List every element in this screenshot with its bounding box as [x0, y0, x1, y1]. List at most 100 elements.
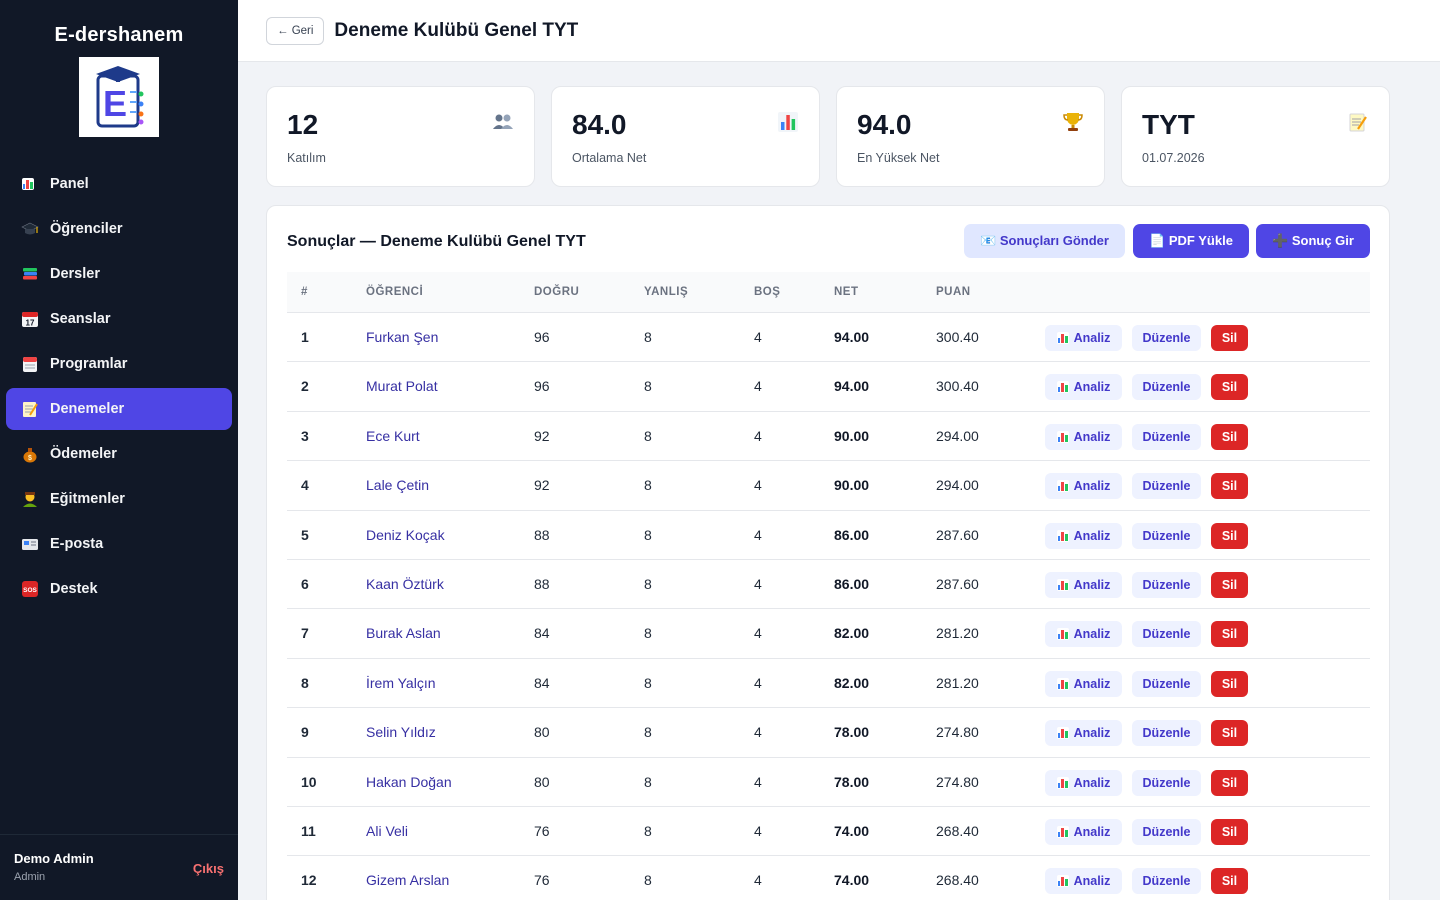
graduation-cap-icon	[21, 220, 39, 238]
delete-button[interactable]: Sil	[1211, 720, 1248, 747]
edit-button[interactable]: Düzenle	[1132, 670, 1201, 697]
svg-text:17: 17	[26, 319, 35, 328]
student-name-link[interactable]: Hakan Doğan	[366, 773, 452, 790]
back-button[interactable]: ← Geri	[266, 16, 325, 45]
svg-text:$: $	[28, 455, 32, 462]
student-name-link[interactable]: Lale Çetin	[366, 477, 430, 494]
correct-count: 92	[534, 427, 550, 444]
correct-count: 80	[534, 724, 550, 741]
edit-button[interactable]: Düzenle	[1132, 522, 1201, 549]
edit-button[interactable]: Düzenle	[1132, 325, 1201, 351]
edit-button[interactable]: Düzenle	[1132, 571, 1201, 598]
wrong-count: 8	[644, 625, 652, 642]
edit-button[interactable]: Düzenle	[1132, 621, 1201, 648]
sidebar-item-payments[interactable]: $ Ödemeler	[6, 433, 232, 475]
analyze-button[interactable]: Analiz	[1045, 818, 1122, 845]
analyze-button[interactable]: Analiz	[1045, 522, 1122, 549]
sidebar-item-instructors[interactable]: Eğitmenler	[6, 478, 232, 520]
upload-pdf-button[interactable]: 📄 PDF Yükle	[1133, 224, 1249, 258]
analyze-button[interactable]: Analiz	[1045, 325, 1122, 351]
student-name-link[interactable]: İrem Yalçın	[366, 674, 436, 691]
delete-button[interactable]: Sil	[1211, 325, 1248, 351]
analyze-button[interactable]: Analiz	[1045, 720, 1122, 747]
stat-value: 84.0	[572, 109, 627, 140]
correct-count: 88	[534, 526, 550, 543]
delete-button[interactable]: Sil	[1211, 473, 1248, 500]
bar-chart-icon	[1056, 529, 1069, 542]
sidebar-item-students[interactable]: Öğrenciler	[6, 208, 232, 250]
sidebar-item-exams[interactable]: Denemeler	[6, 388, 232, 430]
delete-button[interactable]: Sil	[1211, 868, 1248, 895]
student-name-link[interactable]: Murat Polat	[366, 378, 438, 395]
score-value: 274.80	[936, 724, 979, 741]
edit-button[interactable]: Düzenle	[1132, 769, 1201, 796]
edit-button[interactable]: Düzenle	[1132, 374, 1201, 401]
money-bag-icon: $	[21, 445, 39, 463]
row-index: 1	[301, 329, 309, 345]
score-value: 294.00	[936, 427, 979, 444]
student-name-link[interactable]: Kaan Öztürk	[366, 575, 444, 592]
net-value: 82.00	[834, 674, 870, 691]
analyze-button[interactable]: Analiz	[1045, 571, 1122, 598]
analyze-button[interactable]: Analiz	[1045, 670, 1122, 697]
analyze-label: Analiz	[1073, 824, 1111, 839]
student-name-link[interactable]: Deniz Koçak	[366, 526, 445, 543]
blank-count: 4	[754, 724, 762, 741]
enter-result-button[interactable]: ➕ Sonuç Gir	[1256, 224, 1370, 258]
analyze-label: Analiz	[1073, 775, 1111, 790]
table-row: 5 Deniz Koçak 88 8 4 86.00 287.60 Analiz…	[287, 511, 1370, 560]
sidebar-item-label: Seanslar	[50, 311, 111, 327]
delete-button[interactable]: Sil	[1211, 621, 1248, 648]
score-value: 294.00	[936, 477, 979, 494]
books-icon	[21, 265, 39, 283]
sidebar-item-panel[interactable]: Panel	[6, 163, 232, 205]
wrong-count: 8	[644, 773, 652, 790]
row-index: 6	[301, 575, 309, 592]
send-results-button[interactable]: 📧 Sonuçları Gönder	[964, 224, 1125, 258]
sidebar-item-email[interactable]: E-posta	[6, 523, 232, 565]
analyze-button[interactable]: Analiz	[1045, 423, 1122, 450]
edit-button[interactable]: Düzenle	[1132, 423, 1201, 450]
row-index: 3	[301, 427, 309, 444]
net-value: 90.00	[834, 427, 870, 444]
sidebar-item-programs[interactable]: Programlar	[6, 343, 232, 385]
analyze-button[interactable]: Analiz	[1045, 374, 1122, 401]
analyze-button[interactable]: Analiz	[1045, 868, 1122, 895]
net-value: 90.00	[834, 477, 870, 494]
sidebar-item-label: Destek	[50, 581, 98, 597]
delete-button[interactable]: Sil	[1211, 423, 1248, 450]
delete-button[interactable]: Sil	[1211, 571, 1248, 598]
row-index: 12	[301, 872, 317, 889]
student-name-link[interactable]: Gizem Arslan	[366, 872, 450, 889]
analyze-label: Analiz	[1073, 479, 1111, 494]
delete-button[interactable]: Sil	[1211, 522, 1248, 549]
sidebar-item-support[interactable]: SOS Destek	[6, 568, 232, 610]
edit-button[interactable]: Düzenle	[1132, 818, 1201, 845]
student-name-link[interactable]: Burak Aslan	[366, 625, 441, 642]
delete-button[interactable]: Sil	[1211, 769, 1248, 796]
table-row: 3 Ece Kurt 92 8 4 90.00 294.00 Analiz Dü…	[287, 412, 1370, 462]
results-table-body: 1 Furkan Şen 96 8 4 94.00 300.40 Analiz …	[287, 313, 1370, 900]
table-row: 8 İrem Yalçın 84 8 4 82.00 281.20 Analiz…	[287, 659, 1370, 709]
student-name-link[interactable]: Ali Veli	[366, 822, 409, 839]
delete-button[interactable]: Sil	[1211, 670, 1248, 697]
delete-button[interactable]: Sil	[1211, 374, 1248, 401]
sidebar-item-courses[interactable]: Dersler	[6, 253, 232, 295]
analyze-label: Analiz	[1073, 429, 1111, 444]
edit-button[interactable]: Düzenle	[1132, 473, 1201, 500]
user-footer: Demo Admin Admin Çıkış	[0, 834, 238, 900]
student-name-link[interactable]: Selin Yıldız	[366, 724, 436, 741]
student-name-link[interactable]: Furkan Şen	[366, 329, 439, 345]
delete-button[interactable]: Sil	[1211, 818, 1248, 845]
student-name-link[interactable]: Ece Kurt	[366, 427, 420, 444]
sidebar-item-sessions[interactable]: 17 Seanslar	[6, 298, 232, 340]
edit-button[interactable]: Düzenle	[1132, 720, 1201, 747]
analyze-button[interactable]: Analiz	[1045, 473, 1122, 500]
logout-link[interactable]: Çıkış	[192, 861, 224, 876]
analyze-button[interactable]: Analiz	[1045, 621, 1122, 648]
score-value: 300.40	[936, 329, 979, 345]
edit-button[interactable]: Düzenle	[1132, 868, 1201, 895]
sos-icon: SOS	[21, 580, 39, 598]
analyze-button[interactable]: Analiz	[1045, 769, 1122, 796]
blank-count: 4	[754, 674, 762, 691]
